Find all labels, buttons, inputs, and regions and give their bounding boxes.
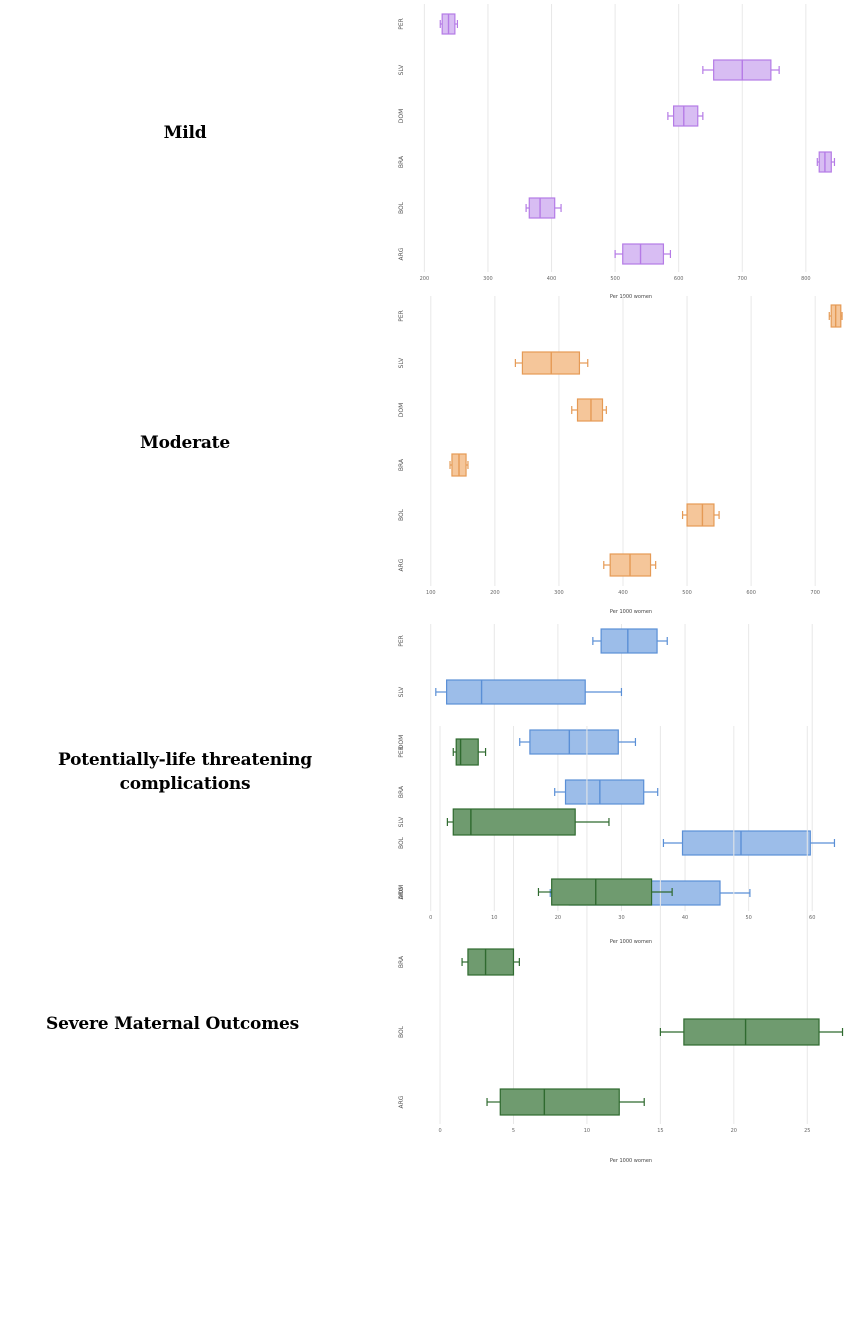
panel-label-plt-line1: Potentially-life threatening	[58, 750, 312, 770]
y-category-label: BOL	[398, 836, 405, 849]
box-iqr	[686, 503, 715, 527]
x-tick-label: 10	[491, 915, 497, 921]
x-tick-label: 200	[420, 276, 430, 282]
box-iqr	[499, 1088, 620, 1116]
x-tick-label: 5	[512, 1128, 515, 1134]
y-category-label: BRA	[398, 458, 405, 471]
y-category-label: SLV	[398, 686, 405, 697]
x-tick-label: 0	[429, 915, 432, 921]
x-tick-label: 20	[555, 915, 561, 921]
x-axis-title: Per 1000 women	[610, 609, 652, 615]
x-tick-label: 400	[547, 276, 557, 282]
box-iqr	[551, 878, 653, 906]
y-category-label: PER	[398, 18, 405, 30]
y-category-label: PER	[398, 310, 405, 322]
y-category-label: ARG	[398, 247, 405, 260]
y-category-label: PER	[398, 746, 405, 758]
y-category-label: BRA	[398, 955, 405, 968]
box-iqr	[452, 808, 576, 836]
panel-label-mild: Mild	[163, 123, 207, 143]
box-iqr	[683, 1018, 820, 1046]
y-category-label: ARG	[398, 1095, 405, 1108]
x-tick-label: 300	[483, 276, 493, 282]
x-tick-label: 20	[731, 1128, 737, 1134]
y-category-label: BRA	[398, 785, 405, 798]
y-category-label: BOL	[398, 508, 405, 521]
x-tick-label: 300	[554, 590, 564, 596]
y-category-label: ARG	[398, 886, 405, 899]
x-tick-label: 30	[618, 915, 624, 921]
box-iqr	[528, 197, 556, 219]
y-category-label: PER	[398, 635, 405, 647]
panel-label-moderate: Moderate	[140, 433, 230, 453]
y-category-label: DOM	[398, 735, 405, 750]
x-tick-label: 50	[745, 915, 751, 921]
box-iqr	[681, 830, 811, 856]
x-tick-label: 600	[674, 276, 684, 282]
x-tick-label: 500	[610, 276, 620, 282]
box-iqr	[622, 243, 665, 265]
x-tick-label: 600	[746, 590, 756, 596]
x-tick-label: 0	[438, 1128, 441, 1134]
y-category-label: SLV	[398, 816, 405, 827]
x-tick-label: 10	[584, 1128, 590, 1134]
x-tick-label: 60	[809, 915, 815, 921]
x-tick-label: 40	[682, 915, 688, 921]
x-axis-title: Per 1000 women	[610, 1158, 652, 1164]
y-category-label: BOL	[398, 1025, 405, 1038]
panel-label-smo: Severe Maternal Outcomes	[46, 1014, 299, 1034]
panel-label-plt: Potentially-life threatening complicatio…	[10, 748, 360, 796]
box-iqr	[600, 628, 658, 654]
box-iqr	[529, 729, 619, 755]
y-category-label: DOM	[398, 403, 405, 418]
x-tick-label: 25	[804, 1128, 810, 1134]
x-tick-label: 800	[801, 276, 811, 282]
y-category-label: ARG	[398, 558, 405, 571]
box-iqr	[467, 948, 515, 976]
x-tick-label: 15	[657, 1128, 663, 1134]
x-axis-title: Per 1000 women	[610, 939, 652, 945]
x-axis-title: Per 1000 women	[610, 294, 652, 300]
x-tick-label: 700	[737, 276, 747, 282]
box-iqr	[564, 779, 645, 805]
x-tick-label: 500	[682, 590, 692, 596]
box-iqr	[455, 738, 479, 766]
y-category-label: DOM	[398, 885, 405, 900]
box-iqr	[576, 398, 604, 422]
y-category-label: SLV	[398, 64, 405, 75]
x-tick-label: 100	[426, 590, 436, 596]
y-category-label: BOL	[398, 201, 405, 214]
x-tick-label: 200	[490, 590, 500, 596]
y-category-label: SLV	[398, 357, 405, 368]
box-iqr	[446, 679, 586, 705]
box-iqr	[672, 105, 699, 127]
y-category-label: BRA	[398, 155, 405, 168]
x-tick-label: 700	[810, 590, 820, 596]
y-category-label: DOM	[398, 109, 405, 124]
panel-label-plt-line2: complications	[119, 774, 251, 794]
x-tick-label: 400	[618, 590, 628, 596]
